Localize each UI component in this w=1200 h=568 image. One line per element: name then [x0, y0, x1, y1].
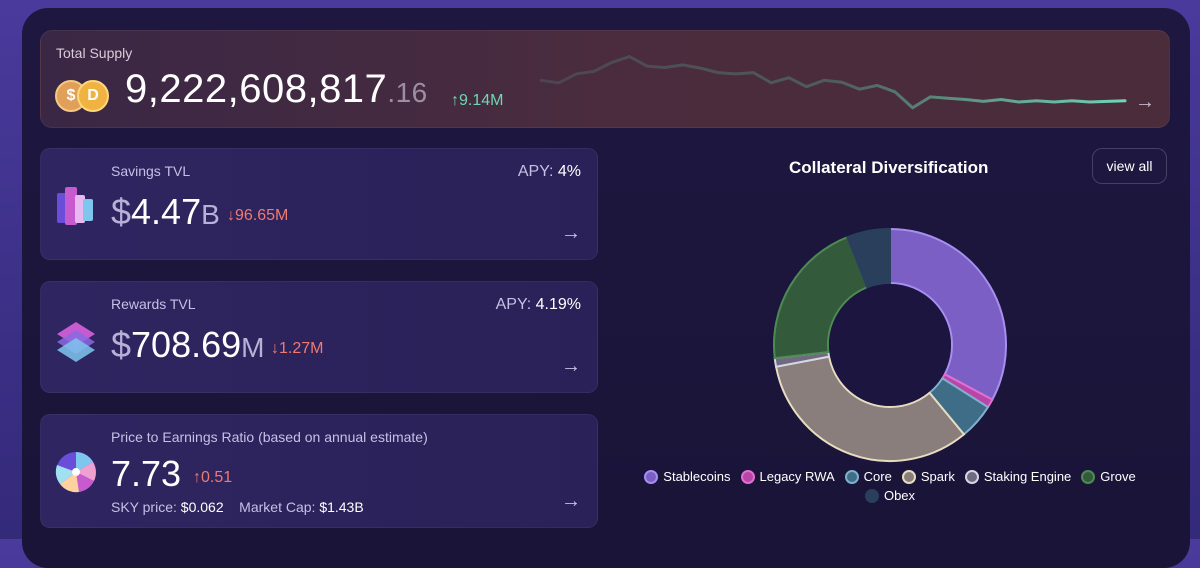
rewards-tvl-card[interactable]: Rewards TVL $708.69M ↓1.27M APY: 4.19% →: [40, 281, 598, 393]
savings-arrow-icon[interactable]: →: [561, 222, 581, 244]
legend-row: Obex: [640, 488, 1140, 503]
market-cap-label: Market Cap:: [239, 499, 316, 515]
value-number: 4.47: [131, 191, 202, 232]
dai-coin-icon: D: [77, 80, 109, 112]
pe-ratio-label: Price to Earnings Ratio (based on annual…: [111, 429, 428, 445]
value-number: 708.69: [131, 324, 242, 365]
legend-item-legacy-rwa[interactable]: Legacy RWA: [740, 469, 835, 484]
legend-swatch: [901, 469, 916, 484]
currency-symbol: $: [111, 191, 132, 232]
value-unit: M: [241, 332, 265, 363]
total-supply-value: 9,222,608,817.16: [125, 67, 428, 112]
legend-label: Stablecoins: [663, 469, 731, 484]
apy-label: APY:: [517, 163, 554, 180]
total-supply-change: ↑9.14M: [451, 92, 504, 109]
rewards-tvl-value: $708.69M: [111, 324, 264, 366]
total-supply-arrow-icon[interactable]: →: [1135, 91, 1155, 113]
pe-ratio-change: ↑0.51: [193, 469, 233, 486]
savings-apy: APY: 4%: [518, 163, 581, 181]
savings-tvl-change: ↓96.65M: [227, 207, 289, 224]
legend-item-grove[interactable]: Grove: [1081, 469, 1136, 484]
savings-icon: [57, 187, 93, 225]
legend-swatch: [964, 469, 979, 484]
legend-swatch: [844, 469, 859, 484]
pe-ratio-card[interactable]: Price to Earnings Ratio (based on annual…: [40, 414, 598, 528]
legend-item-core[interactable]: Core: [844, 469, 892, 484]
apy-value: 4.19%: [535, 296, 581, 313]
rewards-tvl-label: Rewards TVL: [111, 296, 196, 312]
donut-slice-obex[interactable]: [845, 227, 891, 289]
rewards-icon: [57, 322, 95, 362]
sky-price-label: SKY price:: [111, 499, 177, 515]
market-cap-value: $1.43B: [319, 499, 364, 515]
sky-token-icon: [55, 452, 96, 493]
rewards-apy: APY: 4.19%: [496, 296, 581, 314]
savings-tvl-value: $4.47B: [111, 191, 220, 233]
apy-value: 4%: [557, 163, 581, 180]
total-supply-label: Total Supply: [56, 45, 133, 61]
view-all-button[interactable]: view all: [1092, 148, 1167, 184]
total-supply-decimal: .16: [387, 77, 428, 108]
legend-label: Legacy RWA: [759, 469, 835, 484]
pe-ratio-value: 7.73: [111, 453, 182, 494]
legend-label: Staking Engine: [983, 469, 1072, 484]
legend-label: Spark: [920, 469, 955, 484]
legend-label: Grove: [1100, 469, 1136, 484]
legend-item-staking-engine[interactable]: Staking Engine: [964, 469, 1072, 484]
sky-price-value: $0.062: [180, 499, 224, 515]
legend-item-stablecoins[interactable]: Stablecoins: [644, 469, 731, 484]
collateral-legend: Stablecoins Legacy RWA Core Spark Staking En…: [640, 469, 1140, 507]
legend-label: Obex: [883, 488, 916, 503]
donut-slice-spark[interactable]: [774, 355, 966, 462]
legend-item-obex[interactable]: Obex: [864, 488, 916, 503]
pe-arrow-icon[interactable]: →: [561, 490, 581, 512]
pe-ratio-meta: SKY price: $0.062 Market Cap: $1.43B: [111, 499, 364, 515]
supply-sparkline: [539, 54, 1127, 110]
currency-symbol: $: [111, 324, 132, 365]
apy-label: APY:: [495, 296, 532, 313]
legend-swatch: [740, 469, 755, 484]
legend-label: Core: [863, 469, 892, 484]
rewards-arrow-icon[interactable]: →: [561, 355, 581, 377]
total-supply-integer: 9,222,608,817: [125, 67, 388, 111]
legend-swatch: [644, 469, 659, 484]
collateral-donut-chart[interactable]: [770, 225, 1010, 465]
legend-row: Stablecoins Legacy RWA Core Spark Staking En…: [640, 469, 1140, 484]
collateral-title: Collateral Diversification: [789, 158, 989, 177]
value-unit: B: [201, 199, 220, 230]
savings-tvl-card[interactable]: Savings TVL $4.47B ↓96.65M APY: 4% →: [40, 148, 598, 260]
total-supply-card[interactable]: Total Supply $ D 9,222,608,817.16 ↑9.14M…: [40, 30, 1170, 128]
donut-slice-stablecoins[interactable]: [889, 227, 1007, 401]
legend-swatch: [1081, 469, 1096, 484]
savings-tvl-label: Savings TVL: [111, 163, 191, 179]
rewards-tvl-change: ↓1.27M: [271, 340, 324, 357]
legend-swatch: [864, 488, 879, 503]
legend-item-spark[interactable]: Spark: [901, 469, 955, 484]
donut-hole: [829, 284, 951, 406]
